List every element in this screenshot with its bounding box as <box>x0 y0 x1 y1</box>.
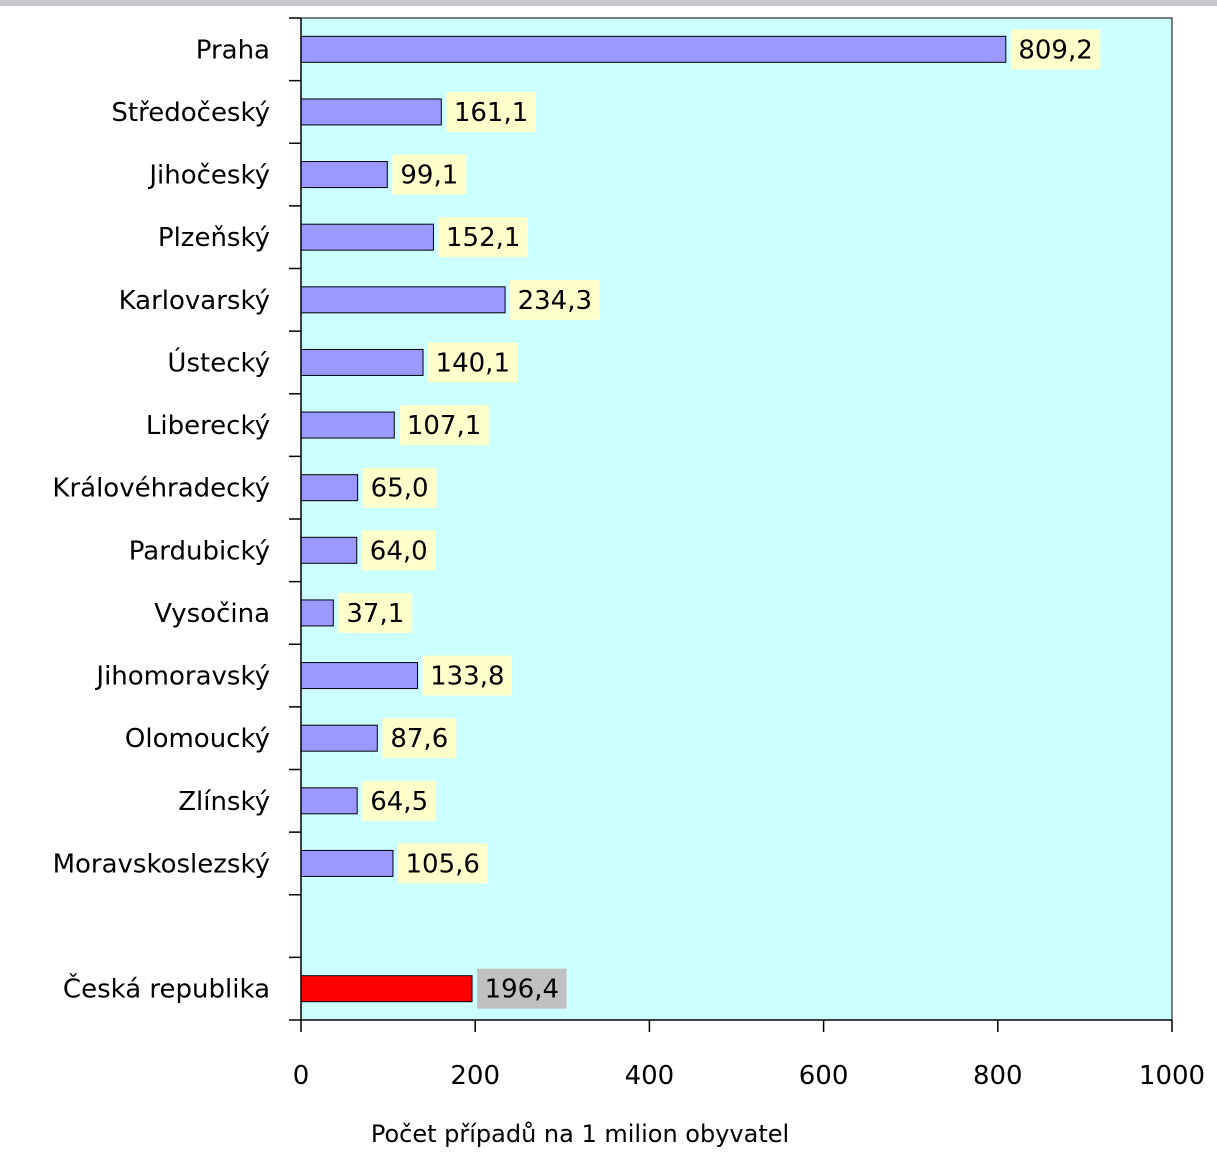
value-label-background <box>397 843 488 884</box>
value-label-background <box>399 405 489 446</box>
value-label: 161,1 <box>454 98 528 128</box>
bar <box>300 161 388 189</box>
category-label: Česká republika <box>63 973 270 1005</box>
category-label: Zlínský <box>178 787 270 817</box>
value-label: 234,3 <box>518 286 592 316</box>
category-label: Ústecký <box>167 346 270 378</box>
value-label: 107,1 <box>407 411 481 441</box>
bar <box>300 98 442 126</box>
category-label: Praha <box>196 35 270 65</box>
bar <box>300 849 394 877</box>
value-label-background <box>446 91 536 132</box>
value-labels-layer: 809,2 161,1 99,1 152,1 234,3 140,1 107,1 65,0 64… <box>338 29 1101 1009</box>
category-label: Moravskoslezský <box>53 849 270 879</box>
category-label: Vysočina <box>154 599 270 629</box>
bar <box>300 724 378 752</box>
value-label-background <box>438 217 528 258</box>
value-label-background <box>422 655 513 696</box>
x-tick-label: 0 <box>293 1061 310 1091</box>
category-label: Plzeňský <box>158 223 270 253</box>
category-label: Pardubický <box>129 536 270 566</box>
bar <box>300 474 359 502</box>
value-label: 99,1 <box>400 161 458 191</box>
value-label-background <box>362 467 437 508</box>
category-label: Karlovarský <box>119 286 270 316</box>
value-label-background <box>361 530 436 571</box>
x-tick-label: 1000 <box>1139 1061 1205 1091</box>
bar <box>300 536 358 564</box>
x-axis: 0 200 400 600 800 1000 <box>293 1019 1205 1091</box>
bar <box>300 348 424 376</box>
bar <box>300 787 358 815</box>
value-label-background <box>1010 29 1101 70</box>
value-label-background <box>362 780 437 821</box>
bar <box>300 662 419 690</box>
category-label: Liberecký <box>146 411 270 441</box>
category-label: Olomoucký <box>125 724 270 754</box>
x-axis-title: Počet případů na 1 milion obyvatel <box>371 1120 789 1148</box>
value-label: 64,0 <box>370 536 428 566</box>
value-label-background <box>382 718 457 759</box>
x-tick-label: 400 <box>625 1061 675 1091</box>
top-border <box>0 0 1217 6</box>
x-tick-label: 800 <box>973 1061 1023 1091</box>
value-label-background <box>510 279 600 320</box>
value-label: 809,2 <box>1018 35 1092 65</box>
bar <box>300 411 395 439</box>
value-label: 133,8 <box>430 662 504 692</box>
category-label: Jihomoravský <box>94 662 270 692</box>
value-label: 37,1 <box>346 599 404 629</box>
category-label: Královéhradecký <box>52 474 270 504</box>
value-label-background <box>428 342 518 383</box>
value-label-background <box>338 592 413 633</box>
value-label: 140,1 <box>436 348 510 378</box>
y-axis: Praha Středočeský Jihočeský Plzeňský Karlova… <box>52 17 302 1021</box>
bar <box>300 286 506 314</box>
value-label: 105,6 <box>406 849 480 879</box>
value-label: 196,4 <box>485 975 559 1005</box>
category-label: Jihočeský <box>147 161 270 191</box>
bars-layer <box>300 35 1007 1003</box>
bar <box>300 223 434 251</box>
bar <box>300 35 1007 63</box>
value-label-background <box>477 968 567 1009</box>
value-label: 65,0 <box>371 474 429 504</box>
value-label: 152,1 <box>446 223 520 253</box>
value-label: 87,6 <box>390 724 448 754</box>
x-tick-label: 200 <box>450 1061 500 1091</box>
x-tick-label: 600 <box>799 1061 849 1091</box>
category-label: Středočeský <box>111 98 270 128</box>
bar <box>300 599 334 627</box>
value-label: 64,5 <box>370 787 428 817</box>
bar-highlight <box>300 975 473 1003</box>
value-label-background <box>392 154 467 195</box>
